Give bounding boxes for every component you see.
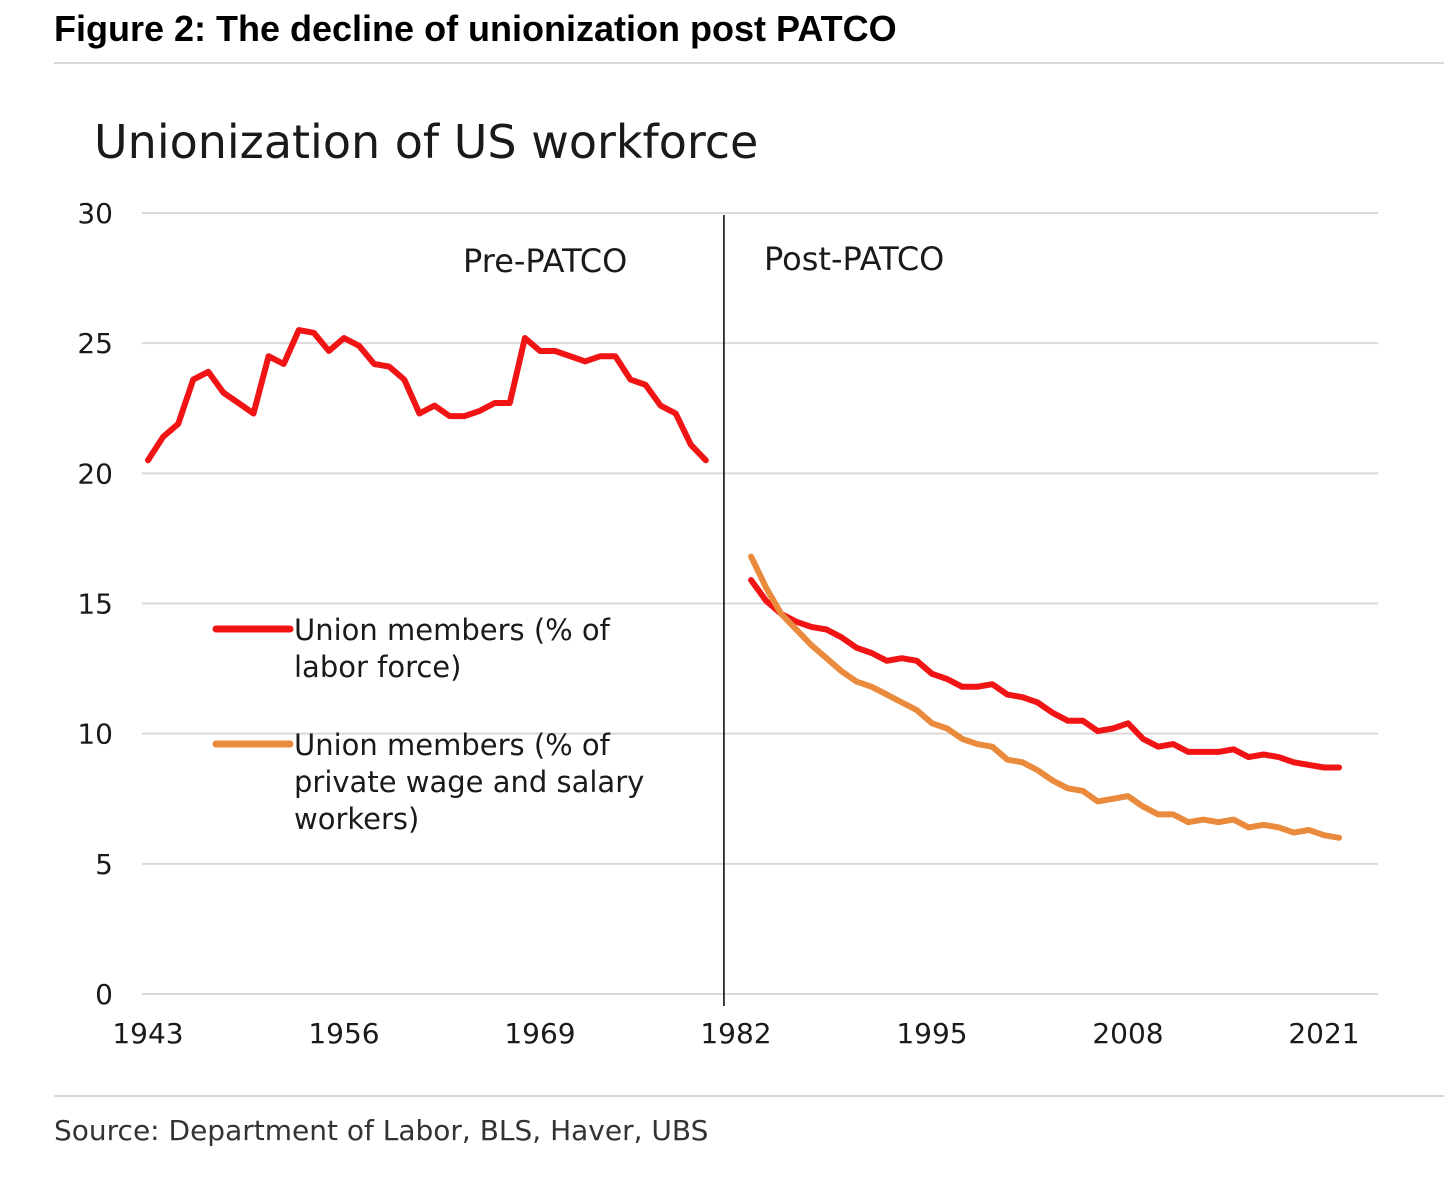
annotation-label: Post-PATCO <box>764 240 944 278</box>
series-line-private-workers <box>748 553 1343 841</box>
y-axis-ticks: 0 5 10 15 20 25 30 <box>77 197 113 1011</box>
y-tick-label: 20 <box>77 457 113 490</box>
period-annotations: Pre-PATCO Post-PATCO <box>463 240 944 280</box>
y-tick-label: 30 <box>77 197 113 230</box>
series-line-labor-force <box>145 327 709 464</box>
top-divider <box>54 62 1444 64</box>
series-lines <box>145 327 1343 841</box>
x-tick-label: 1956 <box>308 1017 379 1050</box>
x-axis-ticks: 1943 1956 1969 1982 1995 2008 2021 <box>112 1017 1359 1050</box>
x-tick-label: 1995 <box>896 1017 967 1050</box>
x-tick-label: 1982 <box>700 1017 771 1050</box>
y-tick-label: 15 <box>77 588 113 621</box>
legend-label: Union members (% of private wage and sala… <box>294 728 644 836</box>
figure-title: Figure 2: The decline of unionization po… <box>54 8 897 49</box>
annotation-label: Pre-PATCO <box>463 242 627 280</box>
y-tick-label: 10 <box>77 718 113 751</box>
bottom-divider <box>54 1095 1444 1097</box>
x-tick-label: 2021 <box>1288 1017 1359 1050</box>
legend: Union members (% of labor force) Union mem… <box>212 613 644 836</box>
x-tick-label: 2008 <box>1092 1017 1163 1050</box>
chart-title: Unionization of US workforce <box>94 115 758 169</box>
gridlines <box>142 212 1378 995</box>
x-tick-label: 1969 <box>504 1017 575 1050</box>
legend-label: Union members (% of labor force) <box>294 613 611 684</box>
y-tick-label: 5 <box>95 848 113 881</box>
y-tick-label: 25 <box>77 327 113 360</box>
y-tick-label: 0 <box>95 978 113 1011</box>
series-line-labor-force <box>748 577 1343 771</box>
x-tick-label: 1943 <box>112 1017 183 1050</box>
source-note: Source: Department of Labor, BLS, Haver,… <box>54 1114 709 1147</box>
